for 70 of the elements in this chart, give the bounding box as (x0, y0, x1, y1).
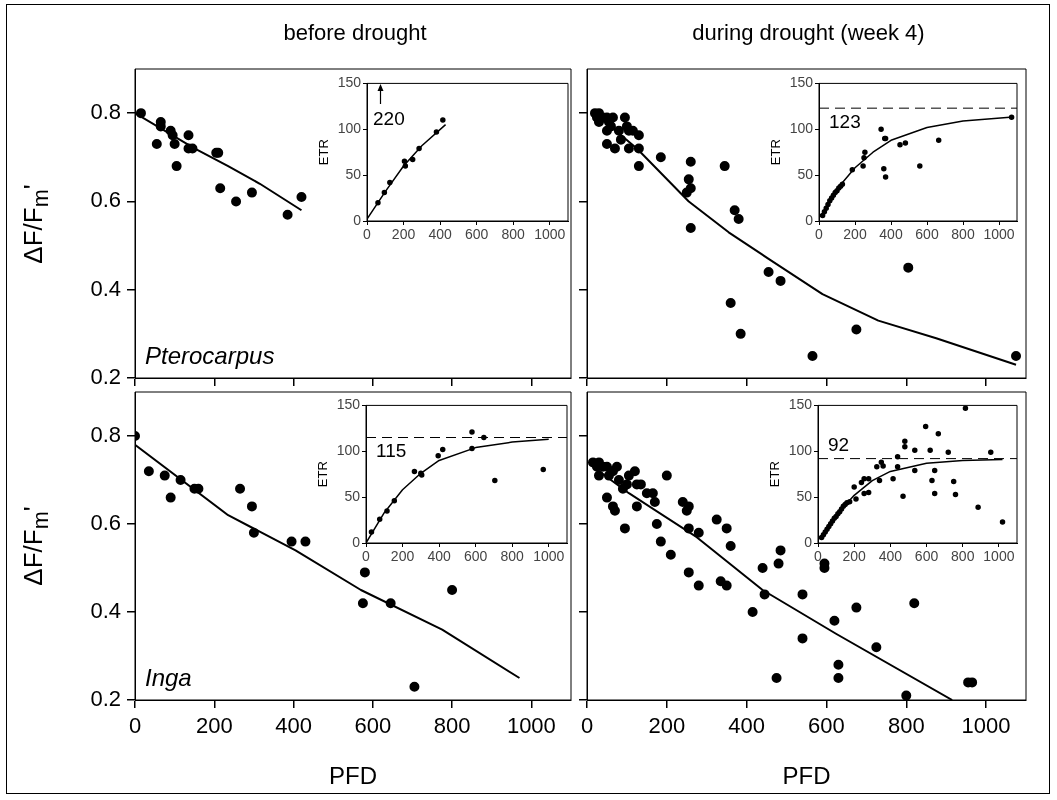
x-tick-label: 0 (580, 713, 594, 739)
annotation: 220 (373, 108, 405, 130)
x-tick-label: 200 (391, 226, 416, 243)
x-tick-label: 200 (648, 713, 686, 739)
y-tick-label: 0.6 (90, 187, 121, 213)
y-tick-label: 0.2 (90, 364, 121, 390)
y-tick-label: 0 (353, 211, 362, 228)
x-tick-label: 800 (951, 548, 975, 565)
x-tick-label: 400 (879, 226, 903, 243)
y-tick-label: 50 (796, 487, 813, 504)
y-tick-label: 0.6 (90, 510, 121, 536)
x-tick-label: 200 (842, 548, 867, 565)
y-tick-label: 50 (344, 487, 361, 504)
x-tick-label: 1000 (506, 713, 556, 739)
x-axis-title: PFD (782, 762, 831, 790)
y-tick-label: 0 (804, 533, 813, 550)
x-tick-label: 400 (728, 713, 765, 739)
y-tick-label: 50 (797, 165, 814, 182)
x-tick-label: 600 (914, 548, 939, 565)
x-tick-label: 600 (808, 713, 845, 739)
y-axis-title: ETR (315, 461, 331, 488)
y-tick-label: 50 (345, 165, 362, 182)
y-tick-label: 0 (352, 533, 361, 550)
y-tick-label: 100 (788, 442, 813, 459)
y-axis-title: ETR (316, 139, 332, 166)
x-tick-label: 0 (128, 713, 142, 739)
annotation: Inga (145, 664, 192, 691)
y-tick-label: 100 (336, 442, 361, 459)
y-tick-label: 0.4 (90, 275, 121, 301)
x-tick-label: 1000 (534, 226, 566, 243)
x-tick-label: 800 (500, 548, 525, 565)
x-tick-label: 800 (951, 226, 975, 243)
x-tick-label: 400 (427, 548, 451, 565)
y-tick-label: 0 (805, 211, 814, 228)
x-tick-label: 200 (843, 226, 867, 243)
x-tick-label: 600 (915, 226, 939, 243)
y-tick-label: 150 (336, 396, 361, 413)
ref-line-label: 92 (828, 434, 850, 456)
x-tick-label: 400 (428, 226, 452, 243)
x-tick-label: 200 (390, 548, 415, 565)
y-axis-title: ETR (768, 139, 784, 166)
x-tick-label: 400 (275, 713, 312, 739)
x-tick-label: 600 (464, 226, 489, 243)
x-tick-label: 1000 (533, 548, 565, 565)
ref-line-label: 115 (376, 440, 407, 462)
y-tick-label: 100 (789, 120, 814, 137)
x-tick-label: 800 (887, 713, 925, 739)
y-tick-label: 0.8 (90, 99, 121, 125)
chart-title: during drought (week 4) (691, 20, 926, 46)
y-axis-title: ETR (767, 461, 783, 488)
ref-line-label: 123 (829, 110, 861, 132)
x-tick-label: 800 (433, 713, 471, 739)
x-tick-label: 400 (878, 548, 903, 565)
x-tick-label: 200 (195, 713, 233, 739)
x-tick-label: 800 (501, 226, 526, 243)
y-tick-label: 150 (337, 74, 362, 91)
x-tick-label: 1000 (983, 226, 1015, 243)
y-tick-label: 0.4 (90, 598, 121, 624)
x-tick-label: 600 (354, 713, 392, 739)
chart-title: before drought (282, 20, 428, 46)
y-tick-label: 150 (789, 74, 814, 91)
annotation: Pterocarpus (145, 342, 275, 369)
x-tick-label: 1000 (983, 548, 1015, 565)
y-tick-label: 0.8 (90, 422, 121, 448)
x-tick-label: 600 (463, 548, 488, 565)
y-tick-label: 100 (337, 120, 362, 137)
y-tick-label: 0.2 (90, 686, 121, 712)
x-axis-title: PFD (329, 762, 377, 790)
y-tick-label: 150 (788, 396, 813, 413)
x-tick-label: 1000 (961, 713, 1011, 739)
